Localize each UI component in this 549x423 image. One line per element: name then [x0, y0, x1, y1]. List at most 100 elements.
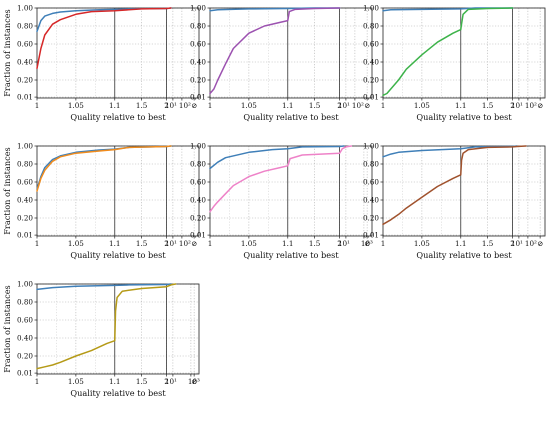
x-tick-label: 1.1: [455, 101, 466, 110]
y-tick-label: 0.60: [363, 39, 379, 48]
axes-frame: [36, 145, 200, 237]
axes-frame: [36, 283, 200, 375]
y-tick-label: 0.40: [190, 57, 206, 66]
y-tick-label: 0.60: [190, 39, 206, 48]
x-tick-label: 1: [208, 101, 213, 110]
y-tick-label: 0.20: [17, 213, 33, 222]
x-tick-label: ⊘: [364, 101, 370, 110]
x-tick-label: ⊘: [537, 101, 543, 110]
x-tick-label: 10¹: [338, 101, 350, 110]
y-tick-label: 0.60: [17, 39, 33, 48]
series-line-purple: [209, 7, 341, 95]
y-tick-label: 0.60: [363, 177, 379, 186]
y-tick-label: 0.80: [190, 159, 206, 168]
x-tick-label: 1.5: [136, 239, 148, 248]
x-tick-label: 10²: [525, 101, 537, 110]
x-tick-label: 1.05: [68, 101, 84, 110]
y-tick-label: 0.60: [190, 177, 206, 186]
x-tick-label: 1.1: [109, 101, 120, 110]
y-tick-label: 0.20: [190, 213, 206, 222]
series-line-brown: [382, 145, 527, 226]
axes-frame: [382, 7, 546, 99]
series-line-olive: [36, 283, 177, 370]
y-tick-label: 0.01: [190, 93, 206, 102]
x-axis-label: Quality relative to best: [70, 250, 166, 260]
x-tick-label: 1.5: [482, 239, 494, 248]
y-tick-label: 0.80: [190, 21, 206, 30]
series-line-baseline: [36, 145, 172, 190]
x-tick-label: 1.1: [282, 239, 293, 248]
x-tick-label: 1.05: [68, 239, 84, 248]
axes-frame: [209, 145, 373, 237]
y-tick-label: 0.80: [17, 21, 33, 30]
x-tick-label: ⊘: [364, 239, 370, 248]
x-tick-label: 2: [337, 239, 342, 248]
y-tick-label: 0.60: [17, 177, 33, 186]
x-tick-label: 2: [337, 101, 342, 110]
y-tick-label: 0.01: [363, 231, 379, 240]
x-tick-label: 10²: [179, 101, 191, 110]
x-tick-label: 10¹: [165, 101, 177, 110]
x-tick-label: 1.05: [414, 239, 430, 248]
y-axis-label: Fraction of instances: [2, 147, 12, 235]
x-tick-label: 1.1: [282, 101, 293, 110]
x-axis-label: Quality relative to best: [416, 250, 512, 260]
x-axis-label: Quality relative to best: [70, 112, 166, 122]
axes-frame: [382, 145, 546, 237]
series-line-orange: [36, 145, 172, 192]
y-tick-label: 0.20: [190, 75, 206, 84]
x-axis-label: Quality relative to best: [416, 112, 512, 122]
x-tick-label: 2: [510, 239, 515, 248]
series-line-green: [382, 7, 514, 97]
x-tick-label: 10¹: [165, 239, 177, 248]
y-tick-label: 0.40: [17, 195, 33, 204]
x-axis-label: Quality relative to best: [243, 250, 339, 260]
x-tick-label: 1.1: [109, 377, 120, 386]
x-tick-label: ⊘: [191, 377, 197, 386]
y-tick-label: 0.20: [17, 75, 33, 84]
y-tick-label: 0.60: [17, 315, 33, 324]
x-tick-label: ⊘: [191, 239, 197, 248]
x-tick-label: 1.05: [241, 101, 257, 110]
y-tick-label: 0.01: [363, 93, 379, 102]
x-tick-label: 10¹: [511, 101, 523, 110]
x-tick-label: 2: [164, 239, 169, 248]
y-tick-label: 0.40: [363, 57, 379, 66]
series-line-pink: [209, 145, 353, 213]
x-tick-label: 10²: [179, 239, 191, 248]
series-line-baseline: [36, 283, 172, 291]
x-tick-label: 1.1: [109, 239, 120, 248]
x-tick-label: ⊘: [191, 101, 197, 110]
x-tick-label: 1.05: [414, 101, 430, 110]
x-tick-label: 10¹: [511, 239, 523, 248]
x-tick-label: 1: [381, 101, 386, 110]
x-tick-label: 1: [35, 377, 40, 386]
x-tick-label: 1.5: [136, 101, 148, 110]
x-tick-label: 1: [381, 239, 386, 248]
y-tick-label: 1.00: [17, 141, 33, 150]
y-tick-label: 1.00: [190, 3, 206, 12]
x-tick-label: 1.5: [482, 101, 494, 110]
y-tick-label: 0.40: [363, 195, 379, 204]
x-tick-label: 10²: [525, 239, 537, 248]
y-tick-label: 0.40: [190, 195, 206, 204]
x-tick-label: 1: [208, 239, 213, 248]
x-tick-label: 1.05: [241, 239, 257, 248]
x-tick-label: 10²: [352, 101, 364, 110]
x-tick-label: 2: [164, 377, 169, 386]
y-tick-label: 0.01: [17, 93, 33, 102]
y-tick-label: 0.40: [17, 57, 33, 66]
y-tick-label: 1.00: [17, 3, 33, 12]
y-tick-label: 0.20: [363, 213, 379, 222]
y-axis-label: Fraction of instances: [2, 9, 12, 97]
x-tick-label: ⊘: [537, 239, 543, 248]
axes-frame: [209, 7, 373, 99]
x-tick-label: 1.5: [309, 101, 321, 110]
